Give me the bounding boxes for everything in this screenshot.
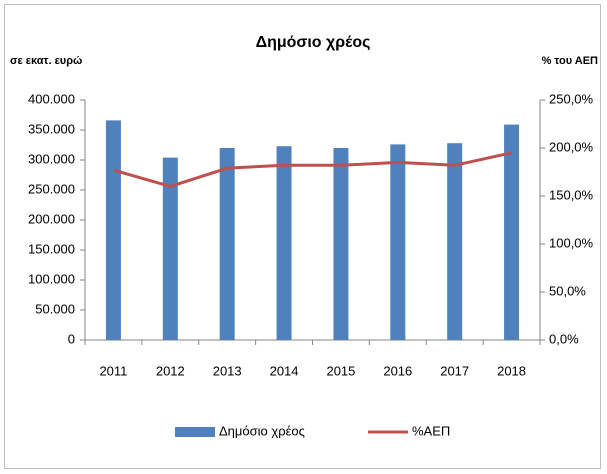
y2-tick-label: 250,0%	[549, 91, 594, 106]
y-tick-label: 50.000	[35, 301, 75, 316]
x-tick-label: 2012	[156, 363, 185, 378]
y-tick-label: 250.000	[28, 181, 75, 196]
bar	[219, 148, 235, 340]
bar	[504, 124, 520, 340]
bar	[390, 144, 406, 340]
y2-tick-label: 50,0%	[549, 283, 586, 298]
bar	[333, 148, 349, 340]
y-tick-label: 200.000	[28, 211, 75, 226]
bar	[276, 146, 292, 340]
line	[113, 151, 512, 188]
x-tick-label: 2011	[99, 363, 127, 378]
y-tick-label: 0	[68, 331, 75, 346]
bar	[105, 120, 121, 341]
x-tick-label: 2014	[270, 363, 299, 378]
y-tick-label: 350.000	[28, 121, 75, 136]
bar	[447, 143, 463, 340]
y2-tick-label: 100,0%	[549, 235, 594, 250]
y2-tick-label: 150,0%	[549, 187, 594, 202]
chart-title: Δημόσιο χρέος	[256, 34, 371, 51]
x-tick-label: 2018	[497, 363, 526, 378]
y-tick-label: 400.000	[28, 91, 75, 106]
y-tick-label: 150.000	[28, 241, 75, 256]
x-tick-label: 2017	[440, 363, 469, 378]
legend-label: %ΑΕΠ	[412, 423, 450, 438]
y2-axis-label: % του ΑΕΠ	[542, 55, 598, 67]
y-tick-label: 100.000	[28, 271, 75, 286]
y-tick-label: 300.000	[28, 151, 75, 166]
x-tick-label: 2015	[326, 363, 355, 378]
y2-tick-label: 0,0%	[549, 331, 579, 346]
y-axis-label: σε εκατ. ευρώ	[10, 55, 82, 67]
chart-frame	[4, 4, 601, 469]
bar	[162, 157, 178, 340]
x-tick-label: 2016	[383, 363, 412, 378]
y2-tick-label: 200,0%	[549, 139, 594, 154]
x-tick-label: 2013	[213, 363, 242, 378]
legend-label: Δημόσιο χρέος	[219, 423, 305, 438]
legend-swatch	[175, 427, 215, 437]
